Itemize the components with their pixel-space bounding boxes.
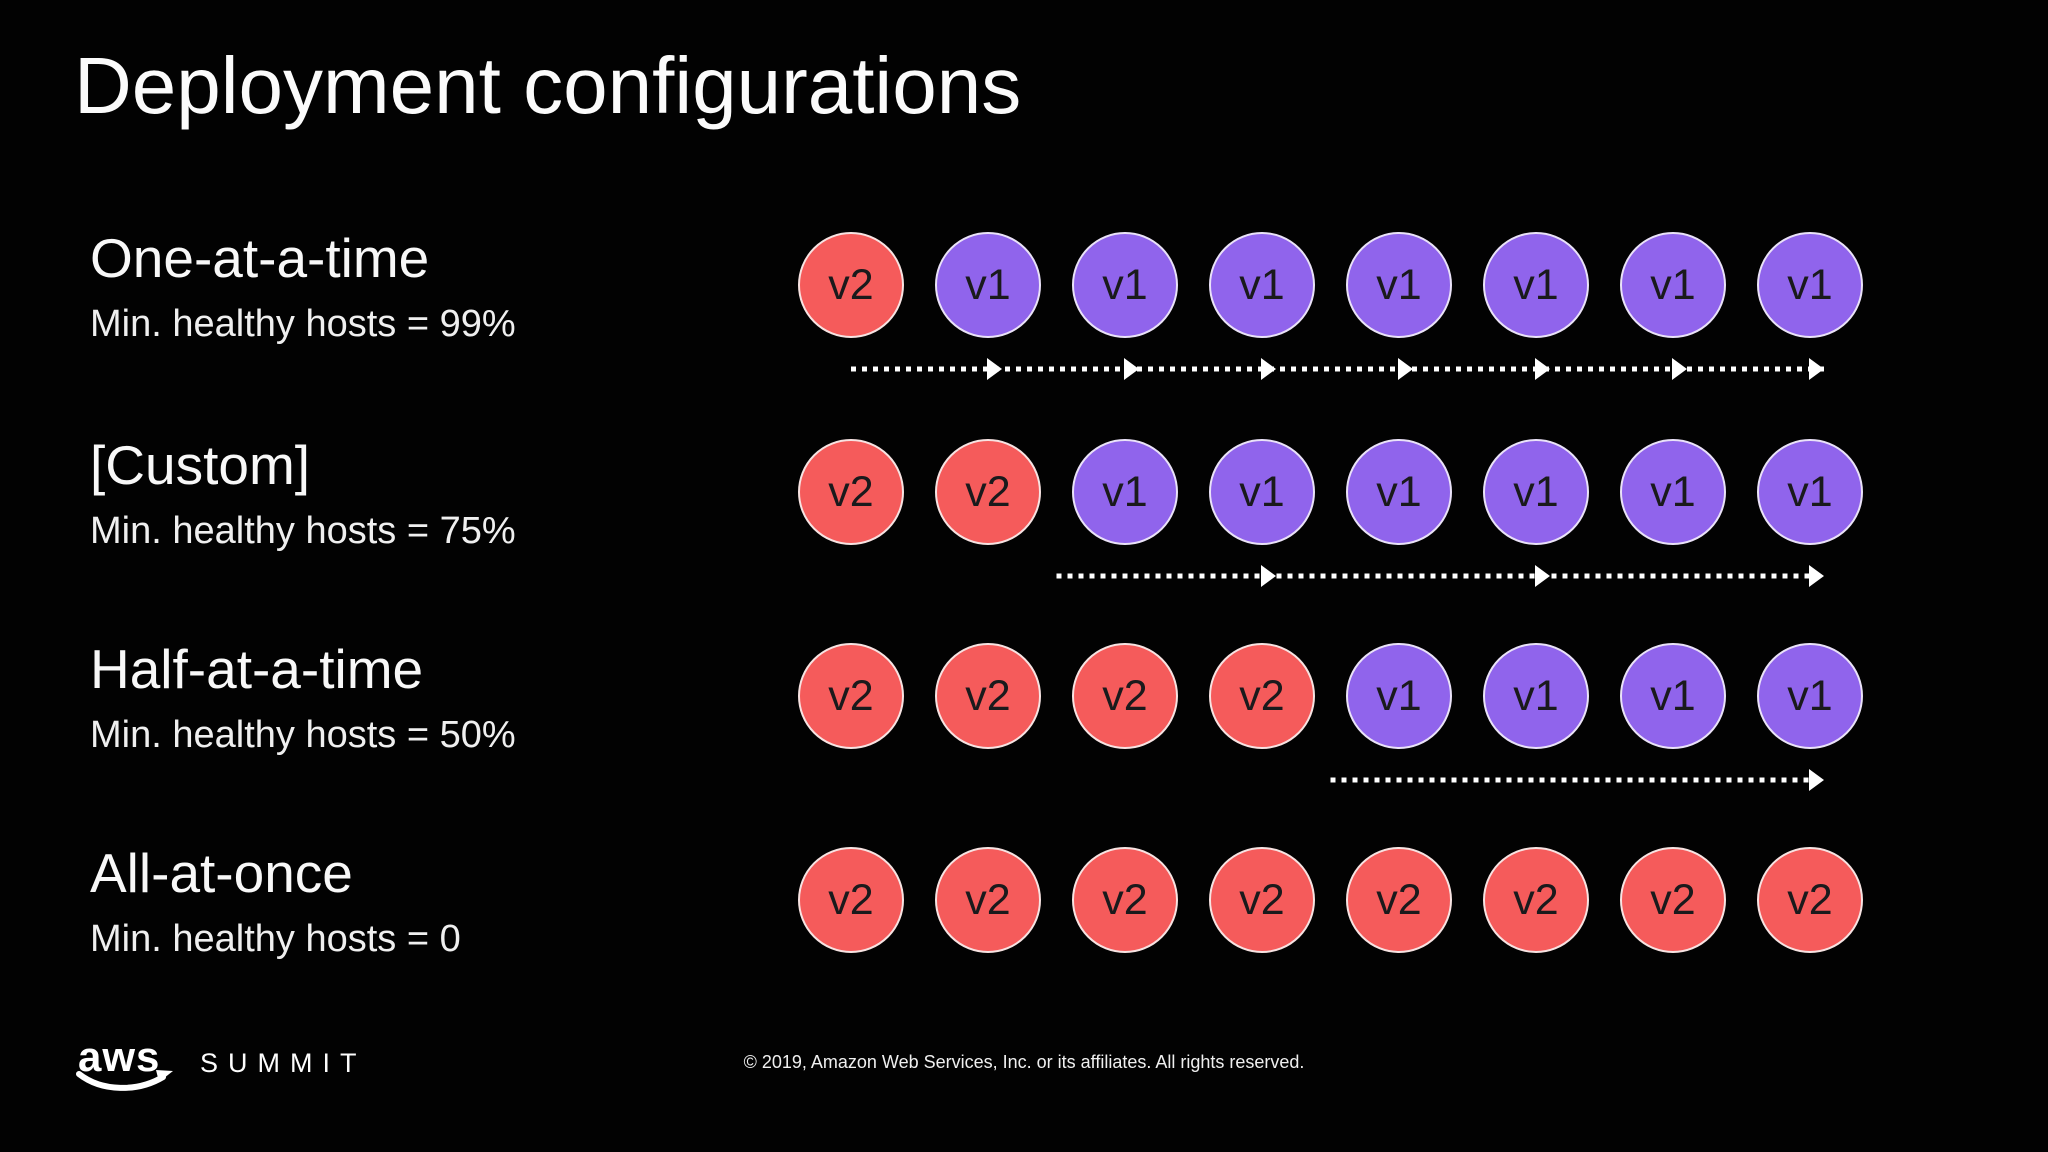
row-text-block: Half-at-a-time Min. healthy hosts = 50% [90,639,516,757]
host-circle-v1: v1 [1072,232,1178,338]
host-circle-v1: v1 [1620,439,1726,545]
deployment-row: One-at-a-time Min. healthy hosts = 99% v… [0,228,2048,418]
host-circle-group: v2 v2 v2 v2 v1 v1 v1 v1 [798,643,1863,749]
host-circle-v2: v2 [935,847,1041,953]
row-text-block: [Custom] Min. healthy hosts = 75% [90,435,516,553]
host-circle-group: v2 v2 v2 v2 v2 v2 v2 v2 [798,847,1863,953]
host-circle-v2: v2 [798,439,904,545]
deployment-config-name: Half-at-a-time [90,638,424,700]
deployment-config-name: All-at-once [90,842,353,904]
deployment-wave-arrow [851,358,1824,380]
host-circle-v2: v2 [798,232,904,338]
page-title: Deployment configurations [74,41,1022,130]
host-circle-v1: v1 [1483,232,1589,338]
host-circle-v2: v2 [798,847,904,953]
host-circle-v1: v1 [1757,643,1863,749]
host-circle-v2: v2 [1757,847,1863,953]
aws-summit-logo: aws SUMMIT [76,1033,367,1094]
host-circle-v1: v1 [1757,439,1863,545]
host-circle-v1: v1 [1483,439,1589,545]
summit-logo-text: SUMMIT [200,1048,367,1078]
host-circle-v2: v2 [798,643,904,749]
host-circle-v1: v1 [1757,232,1863,338]
deployment-row: All-at-once Min. healthy hosts = 0 v2 v2 v… [0,843,2048,1033]
row-text-block: One-at-a-time Min. healthy hosts = 99% [90,228,516,346]
host-circle-v2: v2 [1346,847,1452,953]
host-circle-group: v2 v1 v1 v1 v1 v1 v1 v1 [798,232,1863,338]
host-circle-v2: v2 [935,643,1041,749]
row-text-block: All-at-once Min. healthy hosts = 0 [90,843,461,961]
host-circle-v1: v1 [1620,232,1726,338]
host-circle-v2: v2 [1620,847,1726,953]
deployment-wave-arrow [1056,565,1824,587]
host-circle-v2: v2 [1072,643,1178,749]
host-circle-v1: v1 [1346,439,1452,545]
aws-logo: aws [76,1033,174,1094]
host-circle-v1: v1 [1346,643,1452,749]
deployment-config-name: One-at-a-time [90,227,430,289]
host-circle-v2: v2 [1483,847,1589,953]
host-circle-v1: v1 [935,232,1041,338]
host-circle-v1: v1 [1209,439,1315,545]
host-circle-group: v2 v2 v1 v1 v1 v1 v1 v1 [798,439,1863,545]
host-circle-v1: v1 [1209,232,1315,338]
copyright-text: © 2019, Amazon Web Services, Inc. or its… [743,1052,1305,1072]
host-circle-v2: v2 [1072,847,1178,953]
host-circle-v2: v2 [935,439,1041,545]
host-circle-v2: v2 [1209,643,1315,749]
deployment-row: [Custom] Min. healthy hosts = 75% v2 v2 v1… [0,435,2048,625]
deployment-config-name: [Custom] [90,434,311,496]
host-circle-v1: v1 [1072,439,1178,545]
host-circle-v1: v1 [1346,232,1452,338]
min-healthy-hosts-label: Min. healthy hosts = 75% [90,509,516,552]
min-healthy-hosts-label: Min. healthy hosts = 99% [90,302,516,345]
aws-logo-text: aws [78,1033,161,1080]
host-circle-v1: v1 [1483,643,1589,749]
deployment-row: Half-at-a-time Min. healthy hosts = 50% … [0,639,2048,829]
min-healthy-hosts-label: Min. healthy hosts = 50% [90,713,516,756]
host-circle-v1: v1 [1620,643,1726,749]
host-circle-v2: v2 [1209,847,1315,953]
aws-smile-arrow-icon [76,1070,173,1091]
deployment-wave-arrow [1330,769,1824,791]
min-healthy-hosts-label: Min. healthy hosts = 0 [90,917,461,960]
